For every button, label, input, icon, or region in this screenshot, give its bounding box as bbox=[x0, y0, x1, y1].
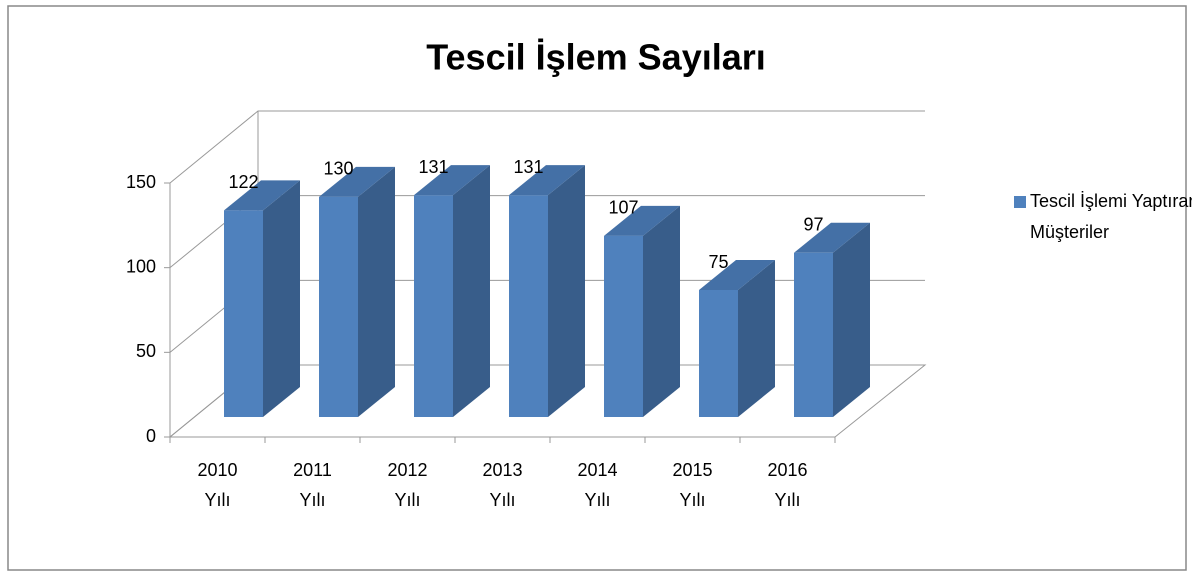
legend-label: Tescil İşlemi Yaptıran Müşteriler bbox=[1030, 191, 1192, 242]
bar-top bbox=[794, 222, 870, 253]
bar-side bbox=[833, 222, 870, 417]
data-label: 131 bbox=[513, 157, 543, 177]
grid-line bbox=[169, 110, 925, 184]
bar-top bbox=[699, 260, 775, 290]
y-tick-label: 100 bbox=[126, 256, 156, 276]
bar-top bbox=[509, 165, 585, 196]
bar-side bbox=[358, 166, 395, 417]
bar bbox=[604, 235, 643, 417]
data-label: 107 bbox=[608, 198, 638, 218]
data-label: 75 bbox=[708, 252, 728, 272]
bar-top bbox=[604, 205, 680, 236]
bar-side bbox=[263, 180, 300, 417]
y-tick-label: 150 bbox=[126, 172, 156, 192]
bar-side bbox=[738, 260, 775, 417]
data-label: 97 bbox=[803, 214, 823, 234]
x-tick-label: 2014 Yılı bbox=[577, 460, 618, 510]
bar-top bbox=[319, 166, 395, 197]
bar-top bbox=[414, 165, 490, 196]
x-tick-label: 2015 Yılı bbox=[672, 460, 713, 510]
chart-frame bbox=[7, 5, 1187, 571]
x-tick-label: 2013 Yılı bbox=[482, 460, 523, 510]
x-tick-label: 2012 Yılı bbox=[387, 460, 428, 510]
bar bbox=[224, 210, 263, 417]
bar bbox=[319, 196, 358, 417]
bar bbox=[794, 252, 833, 417]
bar-side bbox=[453, 165, 490, 417]
legend-swatch bbox=[1014, 196, 1026, 208]
y-tick-label: 0 bbox=[146, 426, 156, 446]
data-label: 131 bbox=[418, 157, 448, 177]
x-tick-label: 2011 Yılı bbox=[293, 460, 332, 510]
bar bbox=[699, 290, 738, 417]
bar-side bbox=[548, 165, 585, 417]
x-tick-label: 2010 Yılı bbox=[197, 460, 238, 510]
bar-top bbox=[224, 180, 300, 211]
data-label: 122 bbox=[228, 172, 258, 192]
bar bbox=[509, 195, 548, 417]
y-tick-label: 50 bbox=[136, 341, 156, 361]
x-tick-label: 2016 Yılı bbox=[767, 460, 808, 510]
bar bbox=[414, 195, 453, 417]
chart-title: Tescil İşlem Sayıları bbox=[426, 37, 766, 78]
bar-side bbox=[643, 205, 680, 417]
data-label: 130 bbox=[323, 159, 353, 179]
